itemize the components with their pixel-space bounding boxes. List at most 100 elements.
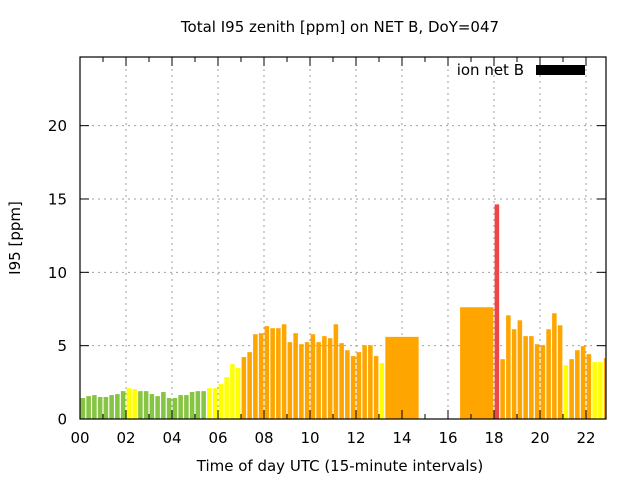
bar <box>103 397 109 419</box>
x-tick-label: 10 <box>300 429 319 447</box>
plot-frame <box>79 56 607 420</box>
bar <box>293 333 298 419</box>
bar <box>592 362 597 419</box>
bar <box>92 395 97 419</box>
bar <box>253 334 258 419</box>
bar <box>120 391 126 419</box>
x-tick-label: 14 <box>392 429 411 447</box>
bar <box>540 345 546 419</box>
bar <box>350 356 356 419</box>
x-tick-label: 20 <box>530 429 549 447</box>
bar <box>385 336 419 419</box>
bar <box>511 329 517 419</box>
bar <box>603 358 606 419</box>
bar <box>586 354 592 419</box>
bar <box>460 307 494 419</box>
bar <box>132 389 137 419</box>
bar <box>523 336 528 419</box>
x-tick-labels: 00 02 04 06 08 10 12 14 16 18 20 22 <box>70 429 595 447</box>
bar <box>178 395 183 419</box>
legend: ion net B <box>457 61 585 79</box>
bar <box>218 384 224 419</box>
bar <box>500 359 505 419</box>
bar <box>235 368 241 419</box>
x-tick-label: 16 <box>438 429 457 447</box>
bar <box>212 388 218 419</box>
bar <box>339 343 344 419</box>
bar <box>207 388 212 419</box>
y-axis-label: I95 [ppm] <box>6 201 24 275</box>
bar <box>247 352 252 419</box>
bar <box>598 362 603 419</box>
chart-title: Total I95 zenith [ppm] on NET B, DoY=047 <box>180 18 499 36</box>
bar <box>299 344 304 419</box>
bar <box>552 313 557 419</box>
bar <box>155 396 160 419</box>
bar <box>230 364 235 419</box>
bar <box>563 365 569 419</box>
bar <box>264 326 270 419</box>
bar <box>80 398 86 419</box>
legend-label: ion net B <box>457 61 524 79</box>
bar <box>373 356 379 419</box>
y-tick-label: 20 <box>48 117 67 135</box>
bar <box>86 396 91 419</box>
x-axis-label: Time of day UTC (15-minute intervals) <box>196 457 483 475</box>
bar <box>276 328 281 419</box>
bar <box>184 395 189 419</box>
y-tick-label: 5 <box>57 337 67 355</box>
bar <box>201 391 206 419</box>
bar <box>143 391 149 419</box>
bar <box>379 363 385 419</box>
bar <box>241 357 247 419</box>
bar <box>166 398 172 419</box>
bar <box>115 394 120 419</box>
bar <box>529 336 534 419</box>
bar <box>368 345 373 419</box>
y-tick-label: 10 <box>48 264 67 282</box>
bar <box>138 391 143 419</box>
bar <box>109 395 114 419</box>
x-tick-label: 04 <box>162 429 181 447</box>
bar <box>310 334 316 419</box>
y-tick-label: 15 <box>48 190 67 208</box>
bar <box>517 320 523 419</box>
ticks <box>79 57 606 420</box>
bar <box>546 329 551 419</box>
bar <box>322 336 327 419</box>
bar <box>345 350 350 419</box>
x-tick-label: 08 <box>254 429 273 447</box>
bar <box>575 350 580 419</box>
bar <box>506 315 511 419</box>
x-tick-label: 12 <box>346 429 365 447</box>
bar <box>304 342 310 419</box>
bar <box>557 325 563 419</box>
bar <box>224 377 229 419</box>
bar <box>97 397 103 419</box>
y-tick-labels: 0 5 10 15 20 <box>48 117 67 428</box>
bar <box>327 338 333 419</box>
bar <box>362 345 367 419</box>
bar <box>569 359 574 419</box>
bars <box>80 204 606 419</box>
x-tick-label: 02 <box>116 429 135 447</box>
bar <box>281 324 287 419</box>
y-tick-label: 0 <box>57 411 67 429</box>
bar <box>149 394 155 419</box>
legend-swatch <box>536 65 585 75</box>
x-tick-label: 06 <box>208 429 227 447</box>
bar <box>534 344 540 419</box>
bar <box>287 342 293 419</box>
x-tick-label: 00 <box>70 429 89 447</box>
bar <box>195 391 201 419</box>
bar <box>580 346 586 419</box>
bar <box>189 392 195 419</box>
bar <box>270 328 275 419</box>
bar <box>356 352 362 419</box>
bar <box>126 388 132 419</box>
bar <box>172 398 178 419</box>
bar <box>258 333 264 419</box>
x-tick-label: 22 <box>576 429 595 447</box>
bar <box>161 392 166 419</box>
